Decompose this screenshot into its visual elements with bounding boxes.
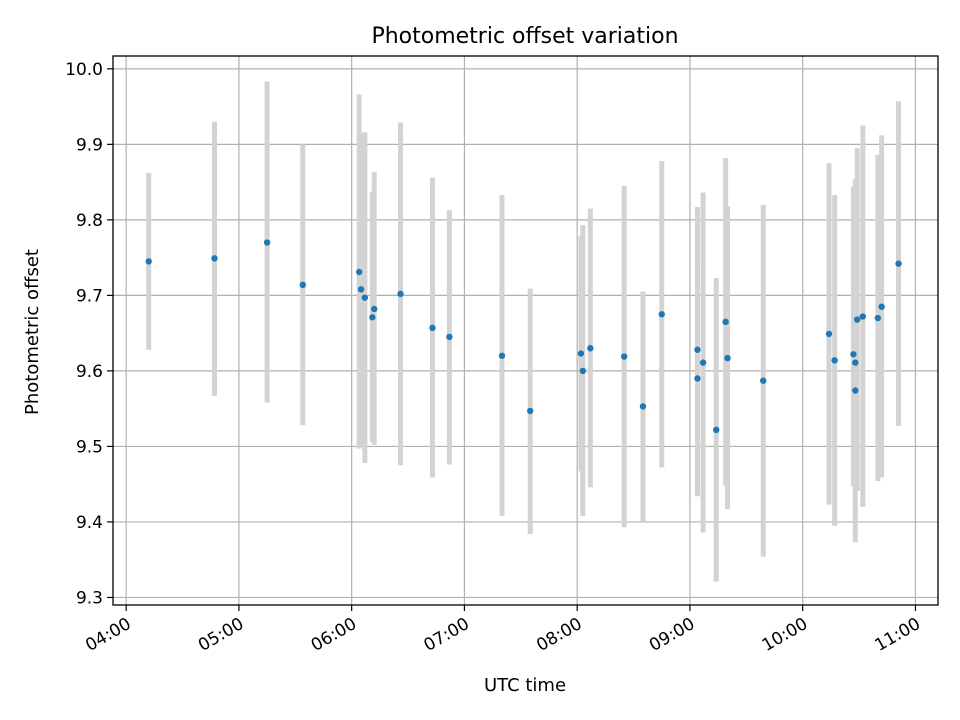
data-point: [263, 239, 271, 246]
y-tick-label: 10.0: [65, 60, 103, 80]
data-point: [699, 359, 707, 366]
x-tick-label: 08:00: [533, 614, 585, 656]
data-point: [369, 314, 376, 321]
data-point: [852, 387, 859, 394]
data-point: [355, 268, 363, 276]
x-axis-ticks: 04:00 05:00 06:00 07:00 08:00 09:00 10:00 11:00: [82, 605, 924, 656]
data-point: [526, 407, 534, 415]
x-tick-label: 07:00: [420, 614, 472, 656]
data-point: [850, 351, 857, 358]
data-point: [211, 255, 218, 262]
data-point: [587, 345, 594, 352]
data-point: [859, 313, 867, 320]
y-tick-label: 9.3: [76, 588, 103, 608]
error-bars: [146, 81, 902, 582]
data-point: [498, 352, 506, 359]
plot-frame: [112, 55, 939, 606]
y-tick-label: 9.6: [76, 362, 103, 382]
data-point: [397, 290, 404, 298]
data-point: [357, 286, 365, 293]
data-point: [831, 357, 838, 364]
data-point: [371, 305, 378, 313]
chart-title: Photometric offset variation: [371, 24, 678, 49]
data-point: [639, 403, 647, 410]
y-tick-label: 9.5: [76, 437, 103, 457]
x-tick-label: 11:00: [872, 614, 924, 656]
data-point: [577, 350, 585, 357]
x-tick-label: 10:00: [759, 614, 811, 656]
data-point: [299, 281, 307, 289]
data-point: [694, 375, 701, 382]
y-tick-label: 9.8: [76, 211, 103, 231]
data-point: [853, 316, 861, 323]
data-point: [724, 354, 731, 362]
data-point: [429, 324, 436, 332]
grid-lines: [113, 56, 938, 605]
data-point: [722, 318, 729, 326]
y-axis-ticks: 9.3 9.4 9.5 9.6 9.7 9.8 9.9 10.0: [65, 60, 113, 608]
data-point: [825, 330, 833, 338]
data-point: [713, 426, 720, 434]
data-point: [579, 367, 587, 375]
data-point: [361, 294, 369, 301]
data-point: [895, 260, 902, 267]
x-tick-label: 05:00: [195, 614, 247, 656]
data-point: [760, 377, 767, 384]
y-axis-label: Photometric offset: [22, 249, 43, 415]
data-point: [620, 353, 628, 360]
x-axis-label: UTC time: [484, 675, 566, 696]
data-point: [658, 311, 665, 318]
data-point: [446, 333, 453, 341]
x-tick-label: 04:00: [82, 614, 134, 656]
data-point: [145, 258, 152, 265]
data-point: [694, 346, 701, 353]
data-points: [145, 239, 902, 434]
data-point: [852, 359, 859, 366]
y-tick-label: 9.4: [76, 513, 103, 533]
data-point: [878, 303, 885, 310]
y-tick-label: 9.9: [76, 135, 103, 155]
x-tick-label: 09:00: [646, 614, 698, 656]
data-point: [874, 314, 882, 322]
y-tick-label: 9.7: [76, 286, 103, 306]
x-tick-label: 06:00: [308, 614, 360, 656]
